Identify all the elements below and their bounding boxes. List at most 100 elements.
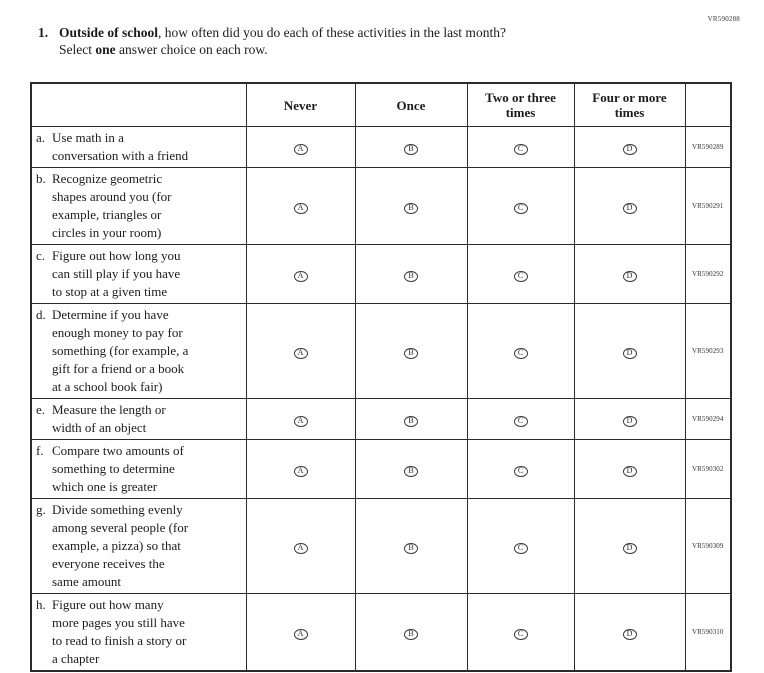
row-letter: c. bbox=[36, 248, 46, 263]
choice-cell-never: A bbox=[245, 593, 356, 672]
answer-bubble-c[interactable]: C bbox=[513, 542, 528, 554]
choice-cell-two-or-three-times: C bbox=[466, 439, 575, 499]
header-empty-code-cell bbox=[684, 82, 732, 127]
activity-label-cell: a. Use math in a conversation with a fri… bbox=[30, 126, 247, 168]
choice-cell-never: A bbox=[245, 398, 356, 440]
activities-table-body: a. Use math in a conversation with a fri… bbox=[30, 126, 732, 672]
answer-bubble-d[interactable]: D bbox=[622, 628, 637, 640]
header-once: Once bbox=[354, 82, 468, 127]
question-block: 1. Outside of school, how often did you … bbox=[38, 24, 698, 58]
choice-cell-four-or-more-times: D bbox=[573, 167, 686, 245]
answer-bubble-d[interactable]: D bbox=[622, 415, 637, 427]
choice-cell-four-or-more-times: D bbox=[573, 244, 686, 304]
choice-cell-once: B bbox=[354, 593, 468, 672]
row-code-cell: VR590292 bbox=[684, 244, 732, 304]
answer-bubble-c[interactable]: C bbox=[513, 465, 528, 477]
row-text: Figure out how long you can still play i… bbox=[52, 248, 181, 299]
answer-bubble-b[interactable]: B bbox=[404, 415, 418, 427]
answer-bubble-c[interactable]: C bbox=[513, 202, 528, 214]
activity-row: c. Figure out how long you can still pla… bbox=[30, 244, 732, 304]
answer-bubble-d[interactable]: D bbox=[622, 347, 637, 359]
answer-bubble-b[interactable]: B bbox=[404, 465, 418, 477]
row-text: Compare two amounts of something to dete… bbox=[52, 443, 184, 494]
row-text: Figure out how many more pages you still… bbox=[52, 597, 187, 666]
activity-label-cell: c. Figure out how long you can still pla… bbox=[30, 244, 247, 304]
row-letter: h. bbox=[36, 597, 46, 612]
activity-label-cell: d. Determine if you have enough money to… bbox=[30, 303, 247, 399]
answer-bubble-a[interactable]: A bbox=[293, 202, 308, 214]
answer-bubble-a[interactable]: A bbox=[293, 415, 308, 427]
choice-cell-never: A bbox=[245, 303, 356, 399]
row-code: VR590302 bbox=[691, 465, 724, 473]
row-text: Divide something evenly among several pe… bbox=[52, 502, 189, 589]
header-row: Never Once Two or three times Four or mo… bbox=[30, 82, 732, 127]
activity-row: h. Figure out how many more pages you st… bbox=[30, 593, 732, 672]
answer-bubble-b[interactable]: B bbox=[404, 270, 418, 282]
choice-cell-never: A bbox=[245, 126, 356, 168]
answer-bubble-b[interactable]: B bbox=[404, 347, 418, 359]
question-number: 1. bbox=[38, 25, 49, 40]
answer-bubble-a[interactable]: A bbox=[293, 628, 308, 640]
question-line-1: Outside of school, how often did you do … bbox=[59, 24, 506, 41]
activity-label-cell: b. Recognize geometric shapes around you… bbox=[30, 167, 247, 245]
answer-bubble-c[interactable]: C bbox=[513, 143, 528, 155]
answer-bubble-c[interactable]: C bbox=[513, 628, 528, 640]
row-text: Recognize geometric shapes around you (f… bbox=[52, 171, 172, 240]
answer-bubble-d[interactable]: D bbox=[622, 542, 637, 554]
header-empty-label-cell bbox=[30, 82, 247, 127]
row-text: Use math in a conversation with a friend bbox=[52, 130, 189, 163]
choice-cell-four-or-more-times: D bbox=[573, 439, 686, 499]
row-code: VR590294 bbox=[691, 415, 724, 423]
answer-bubble-d[interactable]: D bbox=[622, 465, 637, 477]
activity-row: g. Divide something evenly among several… bbox=[30, 498, 732, 594]
choice-cell-once: B bbox=[354, 398, 468, 440]
question-text: Outside of school, how often did you do … bbox=[59, 24, 506, 58]
row-code-cell: VR590309 bbox=[684, 498, 732, 594]
choice-cell-four-or-more-times: D bbox=[573, 398, 686, 440]
answer-bubble-d[interactable]: D bbox=[622, 202, 637, 214]
answer-bubble-a[interactable]: A bbox=[293, 270, 308, 282]
header-four-or-more-times: Four or more times bbox=[573, 82, 686, 127]
answer-bubble-a[interactable]: A bbox=[293, 347, 308, 359]
answer-bubble-b[interactable]: B bbox=[404, 628, 418, 640]
choice-cell-once: B bbox=[354, 244, 468, 304]
row-code-cell: VR590294 bbox=[684, 398, 732, 440]
answer-bubble-b[interactable]: B bbox=[404, 143, 418, 155]
choice-cell-two-or-three-times: C bbox=[466, 303, 575, 399]
choice-cell-two-or-three-times: C bbox=[466, 167, 575, 245]
row-code: VR590292 bbox=[691, 270, 724, 278]
row-letter: b. bbox=[36, 171, 46, 186]
activity-row: f. Compare two amounts of something to d… bbox=[30, 439, 732, 499]
answer-bubble-c[interactable]: C bbox=[513, 347, 528, 359]
header-never: Never bbox=[245, 82, 356, 127]
choice-cell-once: B bbox=[354, 439, 468, 499]
answer-bubble-b[interactable]: B bbox=[404, 542, 418, 554]
choice-cell-once: B bbox=[354, 167, 468, 245]
answer-bubble-d[interactable]: D bbox=[622, 143, 637, 155]
row-code-cell: VR590289 bbox=[684, 126, 732, 168]
row-code: VR590289 bbox=[691, 143, 724, 151]
activities-table: Never Once Two or three times Four or mo… bbox=[30, 82, 732, 672]
answer-bubble-a[interactable]: A bbox=[293, 542, 308, 554]
row-text: Measure the length or width of an object bbox=[52, 402, 166, 435]
activity-row: a. Use math in a conversation with a fri… bbox=[30, 126, 732, 168]
choice-cell-two-or-three-times: C bbox=[466, 593, 575, 672]
choice-cell-once: B bbox=[354, 498, 468, 594]
answer-bubble-c[interactable]: C bbox=[513, 415, 528, 427]
answer-bubble-d[interactable]: D bbox=[622, 270, 637, 282]
row-code-cell: VR590310 bbox=[684, 593, 732, 672]
answer-bubble-c[interactable]: C bbox=[513, 270, 528, 282]
row-code-cell: VR590291 bbox=[684, 167, 732, 245]
answer-bubble-b[interactable]: B bbox=[404, 202, 418, 214]
row-code: VR590310 bbox=[691, 628, 724, 636]
activity-label-cell: g. Divide something evenly among several… bbox=[30, 498, 247, 594]
row-letter: d. bbox=[36, 307, 46, 322]
answer-bubble-a[interactable]: A bbox=[293, 465, 308, 477]
answer-bubble-a[interactable]: A bbox=[293, 143, 308, 155]
question-line2-rest: answer choice on each row. bbox=[115, 42, 268, 57]
row-code-cell: VR590302 bbox=[684, 439, 732, 499]
question-line1-rest: , how often did you do each of these act… bbox=[158, 25, 506, 40]
choice-cell-once: B bbox=[354, 126, 468, 168]
question-line-2: Select one answer choice on each row. bbox=[59, 41, 506, 58]
